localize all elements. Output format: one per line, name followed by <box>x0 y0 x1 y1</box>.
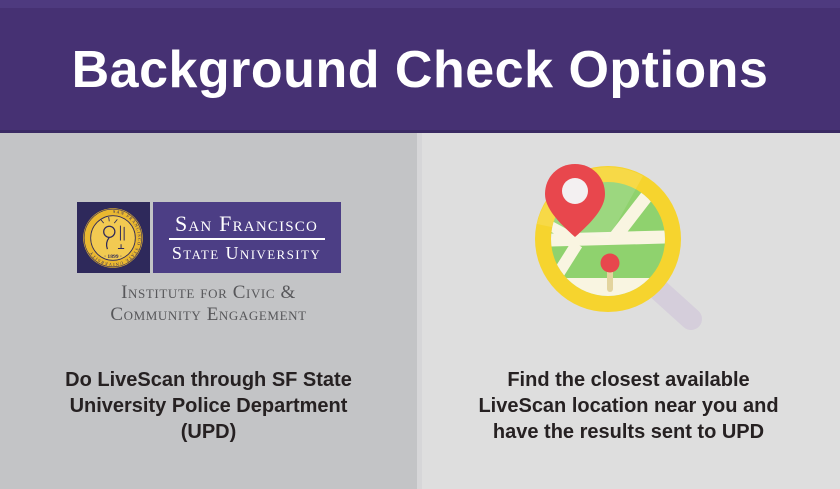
sfsu-seal-box: San Francisco State University · 1899 · <box>76 202 150 273</box>
left-option-panel: San Francisco State University · 1899 · <box>0 133 417 489</box>
right-option-caption: Find the closest available LiveScan loca… <box>478 369 779 443</box>
map-magnifier-icon <box>535 164 702 330</box>
sfsu-seal-icon: San Francisco State University · 1899 · <box>83 207 143 268</box>
magnifier-handle <box>649 280 702 330</box>
page-title: Background Check Options <box>71 41 769 99</box>
panel-divider <box>417 133 422 489</box>
right-option-panel: Find the closest available LiveScan loca… <box>417 133 840 489</box>
sfsu-wordmark-rule <box>168 238 325 240</box>
seal-year-text: · 1899 · <box>104 253 122 259</box>
sfsu-name-line2: State University <box>171 243 322 263</box>
left-option-caption: Do LiveScan through SF State University … <box>65 369 352 443</box>
seal-figure <box>100 216 125 249</box>
sfsu-name-line1: San Francisco <box>174 211 319 236</box>
header-banner: Background Check Options <box>0 0 840 133</box>
options-columns: San Francisco State University · 1899 · <box>0 133 840 489</box>
location-pin-icon <box>545 164 605 237</box>
sfsu-wordmark: San Francisco State University <box>152 202 341 273</box>
institute-name: Institute for Civic & Community Engageme… <box>110 282 307 325</box>
map-dot-pin-icon <box>600 253 620 273</box>
sfsu-logo: San Francisco State University · 1899 · <box>76 202 341 273</box>
